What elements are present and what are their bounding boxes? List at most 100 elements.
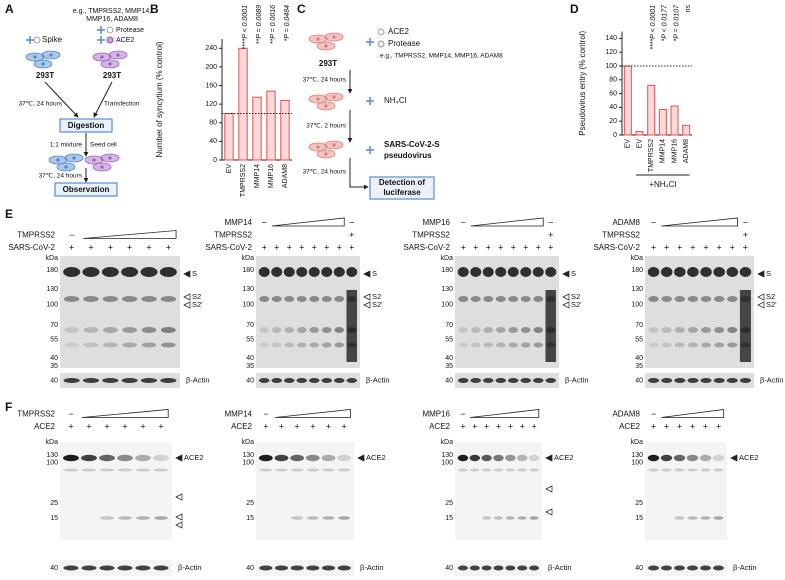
row-label: MMP16 [422, 410, 450, 419]
kda-marker: 55 [246, 336, 254, 343]
blot-band [674, 378, 686, 383]
blot-band [507, 267, 519, 277]
cell-nucleus [316, 37, 320, 41]
blot-band [290, 468, 304, 472]
legend-text: ACE2 [116, 37, 134, 44]
kda-marker: 130 [631, 286, 643, 293]
band-label: ACE2 [184, 453, 204, 462]
connector [93, 81, 113, 118]
blot-band [160, 378, 177, 383]
bar [623, 65, 632, 136]
lane-sign: + [498, 242, 503, 252]
blot-band [322, 516, 335, 520]
blot-band [648, 565, 659, 571]
blot-band [686, 454, 699, 462]
label: luciferase [383, 188, 421, 197]
kda-marker: 130 [631, 452, 643, 459]
lane-sign: − [461, 217, 466, 227]
kda-marker: 40 [50, 565, 58, 572]
blot [256, 560, 354, 576]
blot-band [505, 565, 516, 571]
lane-sign: − [69, 230, 74, 240]
blot-band [100, 516, 114, 520]
panel-label: B [150, 2, 159, 16]
lane-sign: + [279, 421, 284, 431]
blot-band [63, 378, 80, 383]
kda-marker: 35 [635, 363, 643, 370]
blot-band [674, 296, 686, 302]
y-tick-label: 80 [609, 77, 617, 84]
blot-band [309, 378, 320, 383]
blot-band [346, 267, 358, 277]
blot-band [309, 296, 320, 302]
blot-band [661, 565, 672, 571]
blot-band [63, 468, 79, 472]
band-label: S2 [571, 292, 580, 301]
blot-band [505, 454, 516, 462]
blot-band [532, 267, 544, 277]
blot-band [482, 267, 494, 277]
cell-nucleus [64, 165, 68, 169]
blot-band [700, 516, 711, 520]
blot-band [727, 296, 738, 302]
kda-marker: 180 [242, 267, 254, 274]
x-tick-label: EV [226, 164, 233, 174]
blot-band [701, 342, 712, 348]
blot-band [726, 378, 738, 383]
blot-band [83, 296, 99, 302]
blot-band [471, 327, 481, 333]
y-tick-label: 60 [609, 90, 617, 97]
blot-band [687, 468, 698, 472]
blot-band [648, 342, 659, 348]
blot-band [493, 565, 504, 571]
blot-band [297, 342, 307, 348]
cell-nucleus [49, 53, 53, 57]
blot-band [160, 342, 176, 348]
ramp [275, 409, 351, 418]
y-tick-label: 140 [605, 35, 617, 42]
band-label: S [192, 269, 197, 278]
band-arrow [562, 270, 570, 278]
blot-band [271, 296, 282, 302]
blot-band [496, 342, 506, 348]
kda-label: kDa [242, 439, 255, 446]
blot-band [309, 342, 319, 348]
blot-band [700, 296, 712, 302]
blot-band [470, 468, 480, 472]
blot-band [99, 454, 115, 462]
blot-band [674, 468, 685, 472]
blot-band [272, 342, 282, 348]
kda-label: kDa [242, 255, 255, 262]
blot-band [528, 454, 540, 462]
lane-sign: + [312, 242, 317, 252]
annotation: **P = 0.0089 [256, 5, 263, 44]
connector [349, 158, 369, 190]
band-label: S2 [192, 292, 201, 301]
label: Digestion [68, 121, 105, 130]
kda-marker: 130 [46, 452, 58, 459]
kda-marker: 35 [50, 363, 58, 370]
blot-band [660, 267, 673, 277]
lane-sign: + [703, 242, 708, 252]
lane-sign: + [337, 242, 342, 252]
blot-band [308, 267, 320, 277]
lane-sign: + [690, 421, 695, 431]
lane-sign: + [299, 242, 304, 252]
kda-marker: 40 [50, 355, 58, 362]
cell-nucleus [72, 156, 76, 160]
cell-nucleus [324, 152, 328, 156]
blot-band [700, 468, 711, 472]
cell-nucleus [316, 145, 320, 149]
blot-band [296, 378, 307, 383]
group-label: +NH₄Cl [649, 180, 676, 189]
lane-sign: + [496, 421, 501, 431]
blot-band [284, 342, 294, 348]
blot [60, 560, 172, 576]
band-arrow [757, 270, 765, 278]
blot-band [661, 327, 672, 333]
lane-sign: + [536, 242, 541, 252]
lane-sign: − [460, 409, 465, 419]
lane-sign: + [295, 421, 300, 431]
kda-marker: 180 [441, 267, 453, 274]
blot-band [291, 516, 304, 520]
